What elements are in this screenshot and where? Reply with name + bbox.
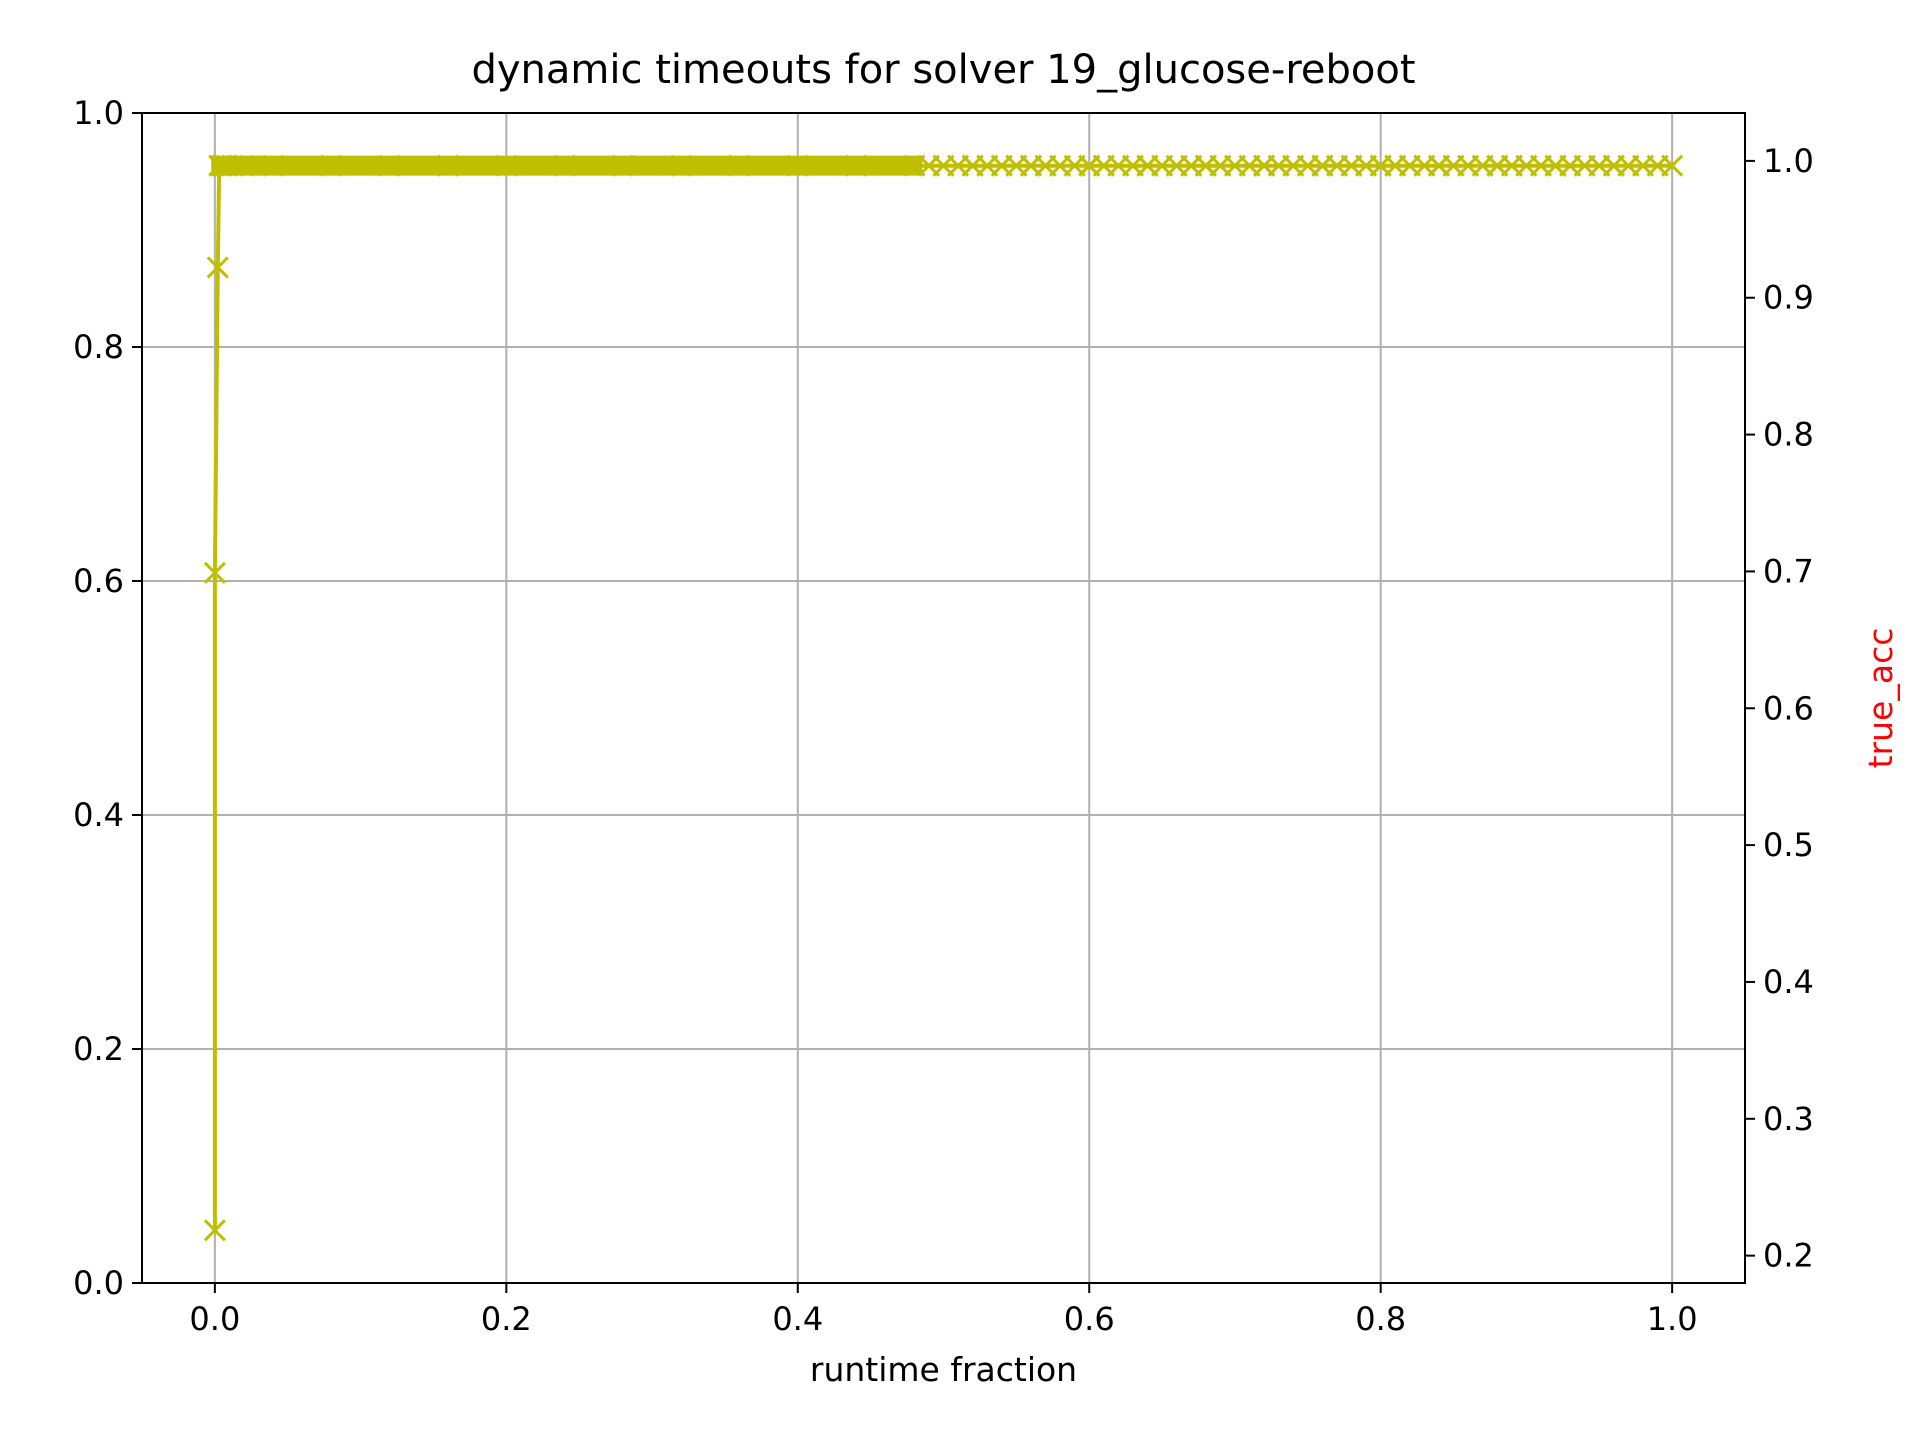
data-point-5 bbox=[215, 154, 238, 177]
right-tick-label-7: 0.9 bbox=[1763, 279, 1814, 317]
dense-marker-band bbox=[211, 155, 923, 176]
right-tick-label-5: 0.7 bbox=[1763, 552, 1814, 590]
right-tick-label-1: 0.3 bbox=[1763, 1100, 1814, 1138]
marker-fill bbox=[1646, 154, 1669, 177]
x-tick-label-5: 1.0 bbox=[1647, 1300, 1698, 1338]
x-tick-label-3: 0.6 bbox=[1064, 1300, 1115, 1338]
right-axis-title: true_acc bbox=[1861, 628, 1900, 769]
data-point-9 bbox=[320, 154, 343, 177]
right-tick-label-3: 0.5 bbox=[1763, 826, 1814, 864]
data-point-7 bbox=[232, 154, 256, 177]
data-point-17 bbox=[786, 154, 809, 177]
right-tick-label-2: 0.4 bbox=[1763, 963, 1814, 1001]
x-axis-title: runtime fraction bbox=[810, 1350, 1077, 1389]
data-point-14 bbox=[611, 154, 634, 177]
y-tick-label-2: 0.4 bbox=[73, 796, 124, 834]
data-point-12 bbox=[495, 154, 518, 177]
y-tick-label-3: 0.6 bbox=[73, 562, 124, 600]
y-tick-label-5: 1.0 bbox=[73, 94, 124, 132]
y-tick-label-4: 0.8 bbox=[73, 328, 124, 366]
data-point-10 bbox=[378, 154, 401, 177]
data-point-4 bbox=[211, 154, 234, 177]
chart-title: dynamic timeouts for solver 19_glucose-r… bbox=[471, 47, 1415, 93]
y-tick-label-1: 0.2 bbox=[73, 1030, 124, 1068]
x-tick-label-4: 0.8 bbox=[1355, 1300, 1406, 1338]
data-point-13 bbox=[553, 154, 576, 177]
right-tick-label-8: 1.0 bbox=[1763, 142, 1814, 180]
right-tick-label-6: 0.8 bbox=[1763, 416, 1814, 454]
data-point-18 bbox=[845, 154, 868, 177]
data-point-2 bbox=[206, 256, 229, 279]
ticks: 0.0 0.2 0.4 0.6 0.8 1.0 0.0 0.2 0.4 0.6 0.8 1.0 0.2 0… bbox=[73, 94, 1814, 1338]
data-point-11 bbox=[436, 154, 460, 177]
x-tick-label-2: 0.4 bbox=[772, 1300, 823, 1338]
series-layer bbox=[203, 154, 1684, 1242]
data-point-8 bbox=[262, 154, 285, 177]
x-tick-label-1: 0.2 bbox=[481, 1300, 532, 1338]
data-point-0 bbox=[203, 1219, 226, 1242]
data-point-15 bbox=[670, 154, 693, 177]
right-tick-label-4: 0.6 bbox=[1763, 689, 1814, 727]
plot-frame bbox=[141, 112, 1746, 1284]
y-tick-label-0: 0.0 bbox=[73, 1264, 124, 1302]
x-tick-label-0: 0.0 bbox=[189, 1300, 240, 1338]
data-point-16 bbox=[728, 154, 751, 177]
data-point-1 bbox=[203, 561, 226, 584]
right-tick-label-0: 0.2 bbox=[1763, 1237, 1814, 1275]
